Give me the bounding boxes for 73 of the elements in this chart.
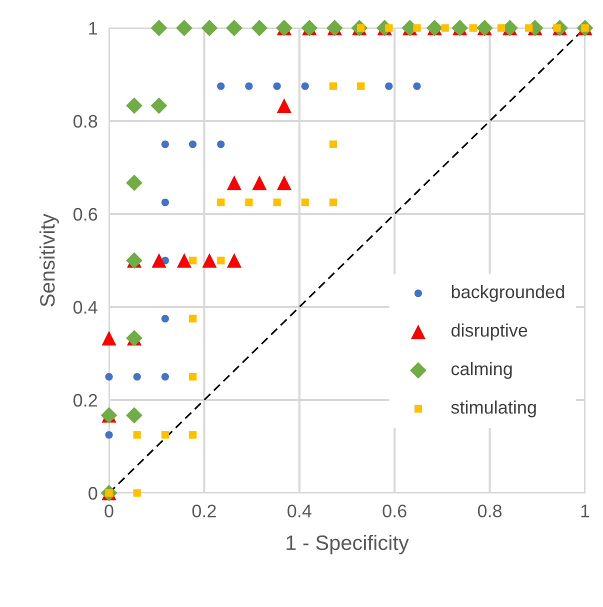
point [245,82,253,90]
point [105,431,113,439]
point [150,20,168,36]
point [105,372,113,381]
point [161,431,169,439]
point [273,198,281,206]
y-tick-label: 0.6 [73,208,98,221]
x-tick-label: 0.6 [382,504,406,518]
point [152,253,166,268]
x-axis-title: 1 - Specificity [286,534,409,554]
point [413,82,421,90]
point [201,20,218,36]
point [217,256,225,264]
point [329,82,337,90]
x-tick-label: 0.8 [478,504,502,518]
point [245,198,253,206]
x-tick-label: 0 [104,504,114,518]
point [441,24,449,32]
legend-label: calming [451,362,512,379]
point [188,140,197,148]
legend-label: backgrounded [452,285,564,302]
point [252,176,267,190]
point [188,431,197,439]
y-axis-title: Sensitivity [39,214,59,306]
point [161,198,169,206]
y-tick-label: 0.8 [73,114,98,128]
point [102,330,116,346]
point [161,372,169,381]
x-tick-label: 1 [581,504,590,518]
point [126,174,142,192]
point [469,24,477,32]
point [497,24,506,32]
point [276,98,292,113]
point [301,82,309,90]
point [133,372,141,381]
point [161,140,169,148]
point [226,20,242,36]
x-tick-label: 0.4 [288,504,312,518]
point [188,314,197,322]
point [126,97,142,114]
point [188,372,197,381]
legend-label: stimulating [451,400,536,418]
point [150,97,168,114]
point [301,198,309,206]
point [276,176,292,190]
y-tick-label: 1 [89,22,98,35]
point [161,314,169,322]
point [329,198,337,206]
point [217,198,225,206]
point [385,24,393,32]
point [217,140,225,148]
point [133,431,141,439]
point [176,253,192,268]
point [217,82,225,90]
point [133,489,141,497]
point [226,176,242,190]
x-tick-label: 0.2 [192,504,216,518]
point [202,253,217,268]
point [273,82,281,90]
point [226,253,242,268]
point [357,82,365,90]
point [126,407,142,424]
legend-label: disruptive [451,324,528,340]
point [329,140,337,148]
y-tick-label: 0.4 [73,300,98,314]
point [188,256,197,264]
y-tick-label: 0.2 [73,394,97,407]
point [413,24,421,32]
point [525,24,533,32]
point [251,20,268,36]
y-tick-label: 0 [88,486,98,500]
point [176,20,192,36]
point [385,82,393,90]
